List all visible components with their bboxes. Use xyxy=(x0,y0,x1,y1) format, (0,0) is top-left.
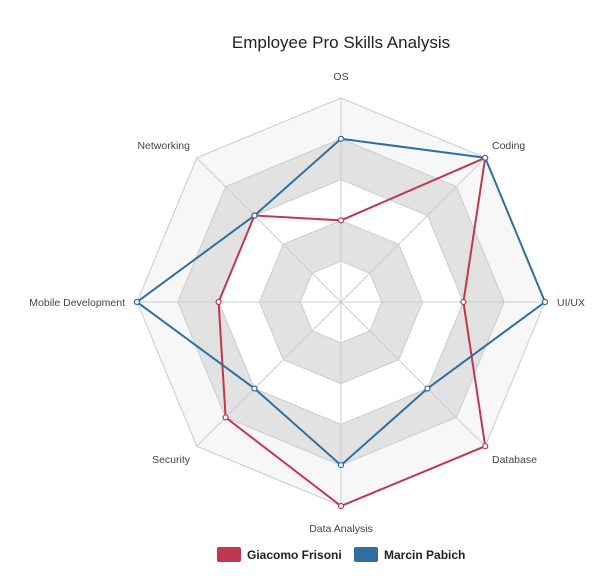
radar-series xyxy=(133,135,549,510)
data-point[interactable] xyxy=(482,154,489,161)
axis-label: Database xyxy=(492,454,537,466)
axis-label: Mobile Development xyxy=(29,297,125,309)
legend[interactable]: Giacomo Frisoni Marcin Pabich xyxy=(217,547,465,562)
data-point[interactable] xyxy=(337,502,345,510)
axis-spoke xyxy=(340,157,486,303)
axis-spoke xyxy=(196,157,342,303)
data-point[interactable] xyxy=(215,298,222,306)
data-point[interactable] xyxy=(251,212,258,219)
radar-axes xyxy=(137,98,545,506)
axis-label: Coding xyxy=(492,140,525,152)
legend-label[interactable]: Marcin Pabich xyxy=(384,548,465,562)
data-point[interactable] xyxy=(337,217,345,224)
axis-label: Networking xyxy=(137,140,190,152)
chart-title: Employee Pro Skills Analysis xyxy=(232,33,450,52)
data-point[interactable] xyxy=(541,298,549,306)
axis-spoke xyxy=(196,301,342,447)
legend-label[interactable]: Giacomo Frisoni xyxy=(247,548,342,562)
legend-swatch[interactable] xyxy=(354,547,378,562)
data-point[interactable] xyxy=(337,462,345,469)
axis-labels: OS Coding UI/UX Database Data Analysis Securi… xyxy=(29,71,585,535)
axis-label: UI/UX xyxy=(557,297,585,309)
data-point[interactable] xyxy=(251,385,258,392)
axis-label: Security xyxy=(152,454,191,466)
data-point[interactable] xyxy=(460,298,467,306)
data-point[interactable] xyxy=(222,414,229,421)
data-point[interactable] xyxy=(337,135,345,142)
data-point[interactable] xyxy=(482,443,489,450)
axis-label: OS xyxy=(333,71,348,83)
data-point[interactable] xyxy=(424,385,431,392)
axis-label: Data Analysis xyxy=(309,523,373,535)
legend-swatch[interactable] xyxy=(217,547,241,562)
axis-spoke xyxy=(340,301,486,447)
data-point[interactable] xyxy=(133,298,141,306)
